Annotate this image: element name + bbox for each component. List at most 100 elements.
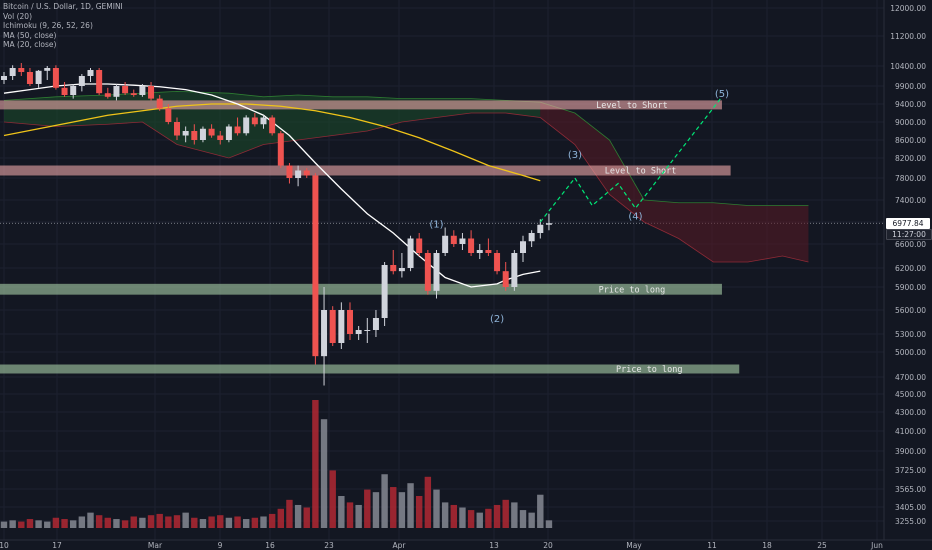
volume-bar	[338, 496, 345, 528]
candle-body	[338, 310, 345, 343]
volume-bar	[260, 516, 267, 528]
candle-body	[347, 310, 353, 334]
indicator-volume[interactable]: Vol (20)	[3, 11, 33, 21]
price-tick-label: 8600.00	[895, 136, 926, 145]
volume-bar	[217, 515, 224, 528]
candle-body	[295, 170, 302, 178]
volume-bar	[44, 521, 51, 528]
volume-bar	[390, 487, 397, 528]
candle-body	[398, 268, 405, 272]
volume-bar	[398, 492, 406, 528]
wave-label: (5)	[715, 89, 729, 100]
candle-body	[442, 235, 449, 253]
volume-bar	[519, 510, 527, 528]
candle-body	[511, 253, 518, 287]
price-tick-label: 9000.00	[895, 118, 926, 127]
indicator-ma50[interactable]: MA (50, close)	[3, 30, 57, 40]
time-tick-label: 23	[324, 541, 334, 550]
candle-body	[312, 175, 319, 357]
price-tick-label: 7400.00	[895, 196, 926, 205]
volume-bar	[277, 508, 284, 528]
candle-body	[87, 70, 94, 76]
time-tick-label: 11	[707, 541, 717, 550]
candle-body	[390, 265, 397, 272]
volume-bar	[199, 519, 207, 528]
price-tick-label: 12000.00	[890, 4, 926, 13]
volume-bar	[0, 521, 8, 528]
volume-bar	[225, 517, 233, 528]
candle-body	[520, 241, 526, 253]
candle-body	[269, 117, 276, 134]
volume-bar	[372, 492, 380, 528]
candle-body	[26, 72, 33, 84]
candle-body	[494, 253, 501, 272]
price-tick-label: 3255.00	[895, 517, 926, 526]
volume-bar	[182, 512, 189, 528]
volume-bar	[467, 510, 475, 528]
candle-body	[528, 233, 535, 242]
candle-body	[502, 271, 509, 287]
time-tick-label: 13	[489, 541, 499, 550]
volume-bar	[502, 499, 509, 528]
volume-bar	[243, 519, 250, 528]
candle-body	[243, 117, 250, 134]
candle-body	[165, 108, 172, 122]
candle-body	[321, 310, 328, 357]
price-tick-label: 5600.00	[895, 306, 926, 315]
volume-bar	[61, 519, 68, 528]
short-level-zone	[0, 100, 722, 110]
candle-body	[52, 68, 59, 88]
candle-body	[260, 117, 267, 125]
candle-body	[44, 68, 51, 71]
time-tick-label: May	[626, 541, 642, 550]
price-tick-label: 3405.00	[895, 503, 926, 512]
price-tick-label: 7800.00	[895, 174, 926, 183]
price-tick-label: 8200.00	[895, 154, 926, 163]
symbol-title[interactable]: Bitcoin / U.S. Dollar, 1D, GEMINI	[3, 2, 123, 11]
candle-body	[70, 86, 77, 95]
chart-grid	[0, 0, 884, 540]
candle-body	[433, 253, 440, 291]
candle-body	[104, 93, 111, 97]
candle-body	[459, 238, 466, 244]
volume-bar	[416, 496, 423, 528]
candle-body	[35, 70, 42, 84]
candle-body	[381, 265, 388, 318]
volume-bar	[35, 520, 42, 528]
price-tick-label: 4300.00	[895, 408, 926, 417]
volume-bar	[26, 519, 34, 528]
long-level-zone	[0, 283, 722, 295]
candle-body	[182, 131, 189, 136]
candle-body	[277, 133, 284, 166]
candle-body	[407, 238, 414, 268]
indicator-ichimoku[interactable]: Ichimoku (9, 26, 52, 26)	[3, 21, 93, 31]
candle-body	[372, 318, 379, 330]
indicator-ma20[interactable]: MA (20, close)	[3, 40, 57, 50]
volume-bar	[320, 419, 328, 528]
volume-bar	[87, 512, 94, 528]
volume-bar	[121, 520, 129, 528]
indicator-legend: Bitcoin / U.S. Dollar, 1D, GEMINI Vol (2…	[3, 2, 123, 50]
wave-label: (2)	[490, 314, 504, 325]
wave-label: (1)	[429, 220, 443, 231]
volume-bar	[364, 489, 371, 528]
cloud-bearish	[540, 102, 809, 262]
time-tick-label: 25	[817, 541, 827, 550]
volume-bar	[459, 507, 466, 528]
volume-bar	[537, 494, 544, 528]
level-label: Level to Short	[605, 167, 677, 177]
candle-body	[364, 330, 371, 331]
time-tick-label: Mar	[148, 541, 163, 550]
candle-body	[225, 126, 232, 140]
long-level-zone	[0, 364, 740, 374]
short-level-zone	[0, 165, 731, 176]
candle-body	[208, 128, 215, 136]
volume-bar	[450, 504, 457, 528]
candle-body	[545, 223, 552, 225]
senkou-a-line	[3, 90, 809, 206]
candle-body	[130, 93, 137, 95]
candle-body	[485, 250, 492, 253]
price-tick-label: 4500.00	[895, 390, 926, 399]
level-label: Price to long	[616, 365, 683, 375]
